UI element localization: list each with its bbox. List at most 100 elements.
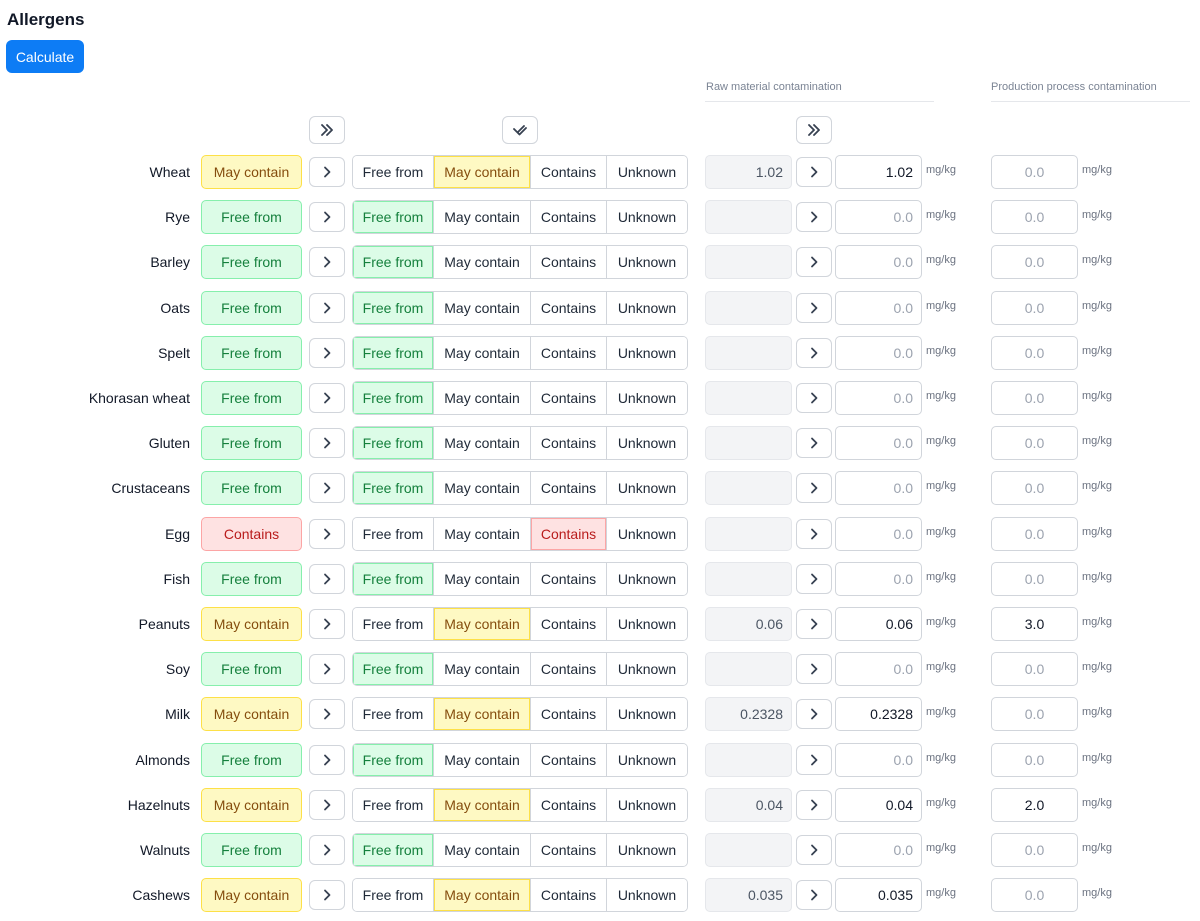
option-contains[interactable]: Contains: [531, 382, 607, 414]
option-contains[interactable]: Contains: [531, 879, 607, 912]
status-selector[interactable]: Free from May contain Contains Unknown: [352, 155, 688, 189]
option-may-contain[interactable]: May contain: [434, 427, 531, 460]
option-contains[interactable]: Contains: [531, 608, 607, 640]
option-unknown[interactable]: Unknown: [607, 743, 687, 776]
option-free-from[interactable]: Free from: [353, 608, 434, 640]
option-contains[interactable]: Contains: [531, 517, 607, 550]
copy-status-button[interactable]: [309, 654, 345, 685]
raw-contamination-input[interactable]: 0.0: [835, 561, 922, 596]
process-contamination-input[interactable]: 2.0: [991, 787, 1078, 822]
copy-status-button[interactable]: [309, 202, 345, 233]
raw-contamination-input[interactable]: 0.0: [835, 381, 922, 415]
process-contamination-input[interactable]: 0.0: [991, 471, 1078, 506]
copy-raw-button[interactable]: [796, 654, 832, 685]
raw-contamination-input[interactable]: 0.035: [835, 878, 922, 913]
option-contains[interactable]: Contains: [531, 246, 607, 279]
option-unknown[interactable]: Unknown: [607, 653, 687, 686]
copy-raw-button[interactable]: [796, 744, 832, 775]
copy-status-button[interactable]: [309, 789, 345, 820]
process-contamination-input[interactable]: 0.0: [991, 426, 1078, 461]
option-may-contain[interactable]: May contain: [434, 698, 531, 731]
copy-raw-button[interactable]: [796, 292, 832, 323]
process-contamination-input[interactable]: 0.0: [991, 742, 1078, 777]
option-contains[interactable]: Contains: [531, 653, 607, 686]
copy-status-button[interactable]: [309, 473, 345, 504]
option-contains[interactable]: Contains: [531, 562, 607, 595]
confirm-all-button[interactable]: [502, 116, 538, 144]
option-unknown[interactable]: Unknown: [607, 291, 687, 324]
copy-status-button[interactable]: [309, 563, 345, 594]
option-may-contain[interactable]: May contain: [434, 879, 531, 912]
process-contamination-input[interactable]: 0.0: [991, 200, 1078, 235]
option-may-contain[interactable]: May contain: [434, 336, 531, 369]
process-contamination-input[interactable]: 0.0: [991, 878, 1078, 913]
option-contains[interactable]: Contains: [531, 472, 607, 505]
option-free-from[interactable]: Free from: [353, 879, 434, 912]
process-contamination-input[interactable]: 0.0: [991, 155, 1078, 189]
copy-raw-button[interactable]: [796, 880, 832, 911]
option-may-contain[interactable]: May contain: [434, 382, 531, 414]
status-selector[interactable]: Free from May contain Contains Unknown: [352, 561, 688, 596]
raw-contamination-input[interactable]: 0.0: [835, 652, 922, 687]
process-contamination-input[interactable]: 3.0: [991, 607, 1078, 641]
option-free-from[interactable]: Free from: [353, 562, 434, 595]
option-unknown[interactable]: Unknown: [607, 382, 687, 414]
option-unknown[interactable]: Unknown: [607, 201, 687, 234]
status-selector[interactable]: Free from May contain Contains Unknown: [352, 697, 688, 732]
copy-status-button[interactable]: [309, 835, 345, 865]
copy-raw-button[interactable]: [796, 337, 832, 368]
copy-raw-button[interactable]: [796, 383, 832, 413]
option-contains[interactable]: Contains: [531, 156, 607, 188]
raw-contamination-input[interactable]: 0.06: [835, 607, 922, 641]
copy-raw-button[interactable]: [796, 699, 832, 730]
option-unknown[interactable]: Unknown: [607, 788, 687, 821]
option-free-from[interactable]: Free from: [353, 201, 434, 234]
option-free-from[interactable]: Free from: [353, 698, 434, 731]
option-unknown[interactable]: Unknown: [607, 879, 687, 912]
process-contamination-input[interactable]: 0.0: [991, 516, 1078, 551]
option-may-contain[interactable]: May contain: [434, 562, 531, 595]
copy-raw-button[interactable]: [796, 835, 832, 865]
raw-contamination-input[interactable]: 0.0: [835, 200, 922, 235]
option-may-contain[interactable]: May contain: [434, 201, 531, 234]
raw-contamination-input[interactable]: 0.0: [835, 742, 922, 777]
copy-raw-button[interactable]: [796, 518, 832, 549]
status-selector[interactable]: Free from May contain Contains Unknown: [352, 787, 688, 822]
option-contains[interactable]: Contains: [531, 427, 607, 460]
option-may-contain[interactable]: May contain: [434, 653, 531, 686]
raw-contamination-input[interactable]: 0.0: [835, 426, 922, 461]
option-may-contain[interactable]: May contain: [434, 517, 531, 550]
option-free-from[interactable]: Free from: [353, 156, 434, 188]
copy-status-button[interactable]: [309, 880, 345, 911]
process-contamination-input[interactable]: 0.0: [991, 697, 1078, 732]
option-unknown[interactable]: Unknown: [607, 336, 687, 369]
status-selector[interactable]: Free from May contain Contains Unknown: [352, 290, 688, 325]
option-may-contain[interactable]: May contain: [434, 608, 531, 640]
option-contains[interactable]: Contains: [531, 291, 607, 324]
option-may-contain[interactable]: May contain: [434, 788, 531, 821]
copy-raw-button[interactable]: [796, 247, 832, 278]
process-contamination-input[interactable]: 0.0: [991, 290, 1078, 325]
copy-status-button[interactable]: [309, 247, 345, 278]
option-may-contain[interactable]: May contain: [434, 291, 531, 324]
copy-status-button[interactable]: [309, 428, 345, 459]
option-may-contain[interactable]: May contain: [434, 156, 531, 188]
status-selector[interactable]: Free from May contain Contains Unknown: [352, 652, 688, 687]
option-free-from[interactable]: Free from: [353, 382, 434, 414]
raw-contamination-input[interactable]: 0.0: [835, 245, 922, 280]
copy-status-button[interactable]: [309, 337, 345, 368]
status-selector[interactable]: Free from May contain Contains Unknown: [352, 516, 688, 551]
option-may-contain[interactable]: May contain: [434, 743, 531, 776]
raw-contamination-input[interactable]: 0.0: [835, 335, 922, 370]
copy-status-button[interactable]: [309, 518, 345, 549]
option-unknown[interactable]: Unknown: [607, 246, 687, 279]
raw-contamination-input[interactable]: 0.0: [835, 833, 922, 867]
copy-all-status-button[interactable]: [309, 116, 345, 144]
option-free-from[interactable]: Free from: [353, 472, 434, 505]
option-free-from[interactable]: Free from: [353, 653, 434, 686]
copy-raw-button[interactable]: [796, 428, 832, 459]
option-contains[interactable]: Contains: [531, 201, 607, 234]
option-contains[interactable]: Contains: [531, 743, 607, 776]
option-unknown[interactable]: Unknown: [607, 698, 687, 731]
status-selector[interactable]: Free from May contain Contains Unknown: [352, 335, 688, 370]
